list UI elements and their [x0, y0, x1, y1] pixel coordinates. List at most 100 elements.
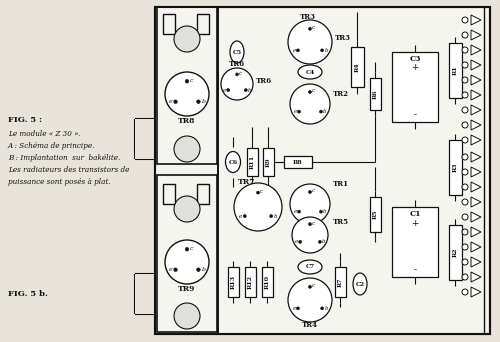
Text: c: c	[260, 189, 262, 194]
Circle shape	[320, 110, 322, 113]
Circle shape	[174, 268, 178, 272]
Circle shape	[462, 214, 468, 220]
Circle shape	[298, 210, 300, 213]
Text: Le module « Z 30 ».: Le module « Z 30 ».	[8, 130, 81, 138]
Text: TR2: TR2	[333, 90, 349, 98]
Circle shape	[298, 240, 302, 244]
Circle shape	[226, 89, 230, 92]
Text: R9: R9	[266, 157, 270, 167]
Text: R5: R5	[372, 209, 378, 219]
Bar	[155, 7, 490, 334]
Text: e: e	[294, 239, 298, 244]
Text: b: b	[274, 214, 277, 219]
Circle shape	[196, 268, 200, 272]
Text: Les radiateurs des transistors de: Les radiateurs des transistors de	[8, 166, 130, 174]
Bar	[284, 156, 312, 168]
Text: C4: C4	[306, 69, 314, 75]
Polygon shape	[471, 60, 481, 70]
Text: +: +	[411, 64, 419, 73]
Circle shape	[165, 72, 209, 116]
Circle shape	[174, 303, 200, 329]
Bar	[448, 42, 462, 97]
Text: c: c	[238, 71, 242, 76]
Bar	[246, 148, 258, 176]
Circle shape	[185, 248, 189, 251]
Circle shape	[298, 110, 300, 113]
Ellipse shape	[230, 41, 244, 63]
Text: R2: R2	[452, 247, 458, 257]
Bar	[157, 175, 217, 332]
Circle shape	[462, 289, 468, 295]
Circle shape	[174, 26, 200, 52]
Text: TR9: TR9	[178, 285, 196, 293]
Bar	[262, 148, 274, 176]
Polygon shape	[471, 152, 481, 162]
Text: R6: R6	[372, 89, 378, 99]
Circle shape	[320, 210, 322, 213]
Text: b: b	[324, 48, 328, 53]
Text: TR3: TR3	[300, 13, 316, 21]
Bar	[262, 267, 272, 297]
Text: puissance sont posés à plat.: puissance sont posés à plat.	[8, 178, 111, 186]
Circle shape	[244, 89, 248, 92]
Polygon shape	[471, 105, 481, 115]
Circle shape	[308, 91, 312, 93]
Text: C1: C1	[409, 210, 421, 218]
Circle shape	[462, 229, 468, 235]
Circle shape	[308, 190, 312, 194]
Polygon shape	[471, 15, 481, 25]
Polygon shape	[471, 242, 481, 252]
Circle shape	[462, 92, 468, 98]
Text: e: e	[239, 214, 242, 219]
Polygon shape	[471, 135, 481, 145]
Polygon shape	[471, 197, 481, 207]
Text: FIG. 5 b.: FIG. 5 b.	[8, 290, 48, 298]
Bar	[197, 14, 209, 34]
Circle shape	[308, 27, 312, 30]
Text: b: b	[202, 99, 205, 104]
Circle shape	[462, 107, 468, 113]
Circle shape	[174, 196, 200, 222]
Text: TR1: TR1	[333, 180, 349, 188]
Circle shape	[462, 62, 468, 68]
Text: C6: C6	[228, 159, 237, 165]
Circle shape	[234, 183, 282, 231]
Circle shape	[320, 49, 324, 52]
Circle shape	[292, 217, 328, 253]
Text: e: e	[294, 209, 296, 214]
Text: R7: R7	[338, 277, 342, 287]
Text: c: c	[312, 221, 314, 226]
Polygon shape	[471, 287, 481, 297]
Text: e: e	[292, 48, 296, 53]
Circle shape	[462, 77, 468, 83]
Text: c: c	[189, 78, 193, 83]
Text: TR6: TR6	[256, 77, 272, 85]
Circle shape	[462, 47, 468, 53]
Circle shape	[196, 100, 200, 104]
Bar	[197, 184, 209, 204]
Circle shape	[308, 285, 312, 288]
Circle shape	[185, 79, 189, 83]
Polygon shape	[471, 227, 481, 237]
Text: R11: R11	[250, 155, 254, 169]
Polygon shape	[471, 212, 481, 222]
Circle shape	[236, 73, 238, 76]
Polygon shape	[471, 45, 481, 55]
Text: e: e	[168, 267, 172, 272]
Text: +: +	[411, 219, 419, 227]
Text: b: b	[202, 267, 205, 272]
Polygon shape	[471, 75, 481, 85]
Circle shape	[288, 20, 332, 64]
Text: e: e	[294, 109, 296, 114]
Circle shape	[256, 191, 260, 194]
Text: TR3: TR3	[335, 34, 351, 42]
Bar	[392, 207, 438, 277]
Polygon shape	[471, 120, 481, 130]
Bar	[135, 274, 155, 314]
Polygon shape	[471, 90, 481, 100]
Text: TR8: TR8	[178, 117, 196, 125]
Bar	[370, 197, 380, 232]
Circle shape	[221, 68, 253, 100]
Circle shape	[244, 215, 246, 218]
Bar	[350, 47, 364, 87]
